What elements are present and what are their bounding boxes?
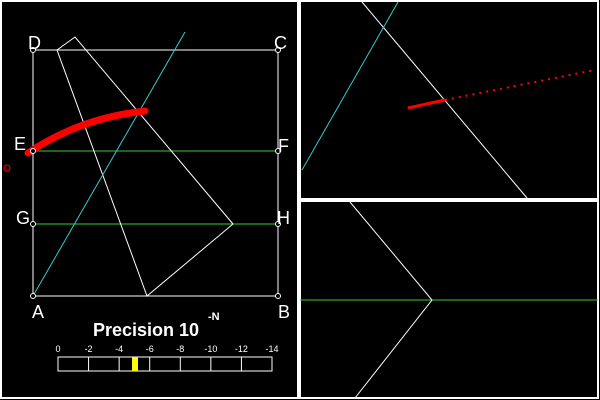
- vertex: [275, 293, 281, 299]
- vertex: [275, 148, 281, 154]
- scale-label: 0: [55, 344, 60, 354]
- scale-label: -6: [146, 344, 154, 354]
- point-label: F: [278, 136, 289, 156]
- vertex: [30, 47, 36, 53]
- point-label: A: [32, 302, 44, 322]
- zoom-diagonal: [301, 1, 399, 171]
- precision-exponent: -N: [208, 311, 220, 323]
- scale-label: -2: [85, 344, 93, 354]
- vertex: [275, 47, 281, 53]
- zoom-trace-dots: [444, 69, 596, 101]
- folded-shape: [56, 36, 234, 297]
- vertex: [30, 221, 36, 227]
- zoom-edge: [349, 201, 433, 399]
- scale-label: -14: [265, 344, 278, 354]
- scale-label: -4: [115, 344, 123, 354]
- vertex: [30, 293, 36, 299]
- scale-marker[interactable]: [132, 357, 138, 371]
- square: [32, 49, 279, 297]
- zoom-trace: [407, 98, 446, 110]
- point-label: H: [277, 208, 290, 228]
- point-label: B: [278, 302, 290, 322]
- vertices: [30, 47, 281, 299]
- red-point: [3, 164, 11, 172]
- point-label: E: [14, 134, 26, 154]
- scale-label: -8: [176, 344, 184, 354]
- point-label: D: [28, 33, 41, 53]
- precision-label: Precision 10: [93, 320, 199, 340]
- scale-box: [57, 356, 273, 372]
- point-label: G: [16, 208, 30, 228]
- trace: [24, 107, 149, 157]
- zoom-panel-top: [299, 0, 599, 200]
- vertex: [275, 221, 281, 227]
- precision-scale[interactable]: 0 -2 -4 -6 -8 -10 -12 -14: [55, 344, 279, 372]
- vertex: [30, 148, 36, 154]
- point-label: C: [274, 33, 287, 53]
- scale-label: -12: [235, 344, 248, 354]
- diagonal: [32, 31, 186, 297]
- scale-label: -10: [204, 344, 217, 354]
- main-panel: [0, 0, 299, 399]
